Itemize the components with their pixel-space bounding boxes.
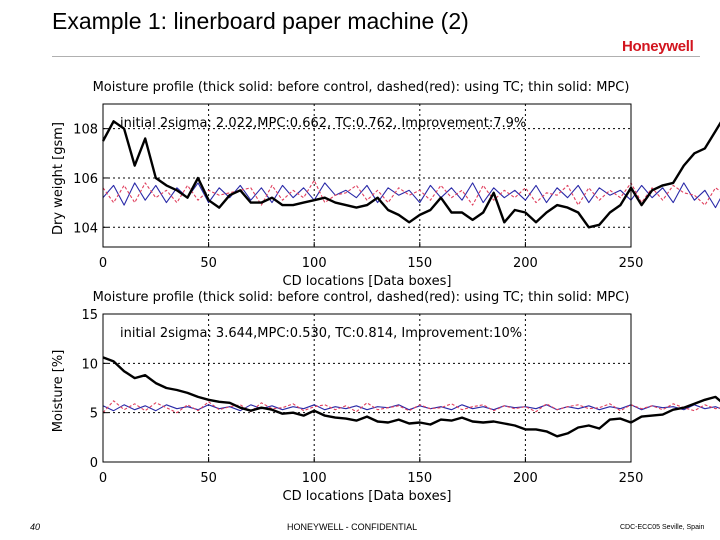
chart-moisture: Moisture profile (thick solid: before co… — [51, 290, 720, 504]
chart-0-series-tc-line — [102, 179, 720, 206]
chart-1-plot-frame — [102, 313, 632, 463]
chart-dry-weight: Moisture profile (thick solid: before co… — [51, 80, 720, 289]
honeywell-logo: Honeywell — [622, 38, 694, 55]
confidential-label: HONEYWELL - CONFIDENTIAL — [287, 522, 418, 532]
chart-1-x-tick-label: 0 — [99, 471, 107, 486]
chart-0-x-tick-label: 200 — [513, 256, 538, 271]
chart-0-y-tick-label: 108 — [73, 123, 98, 138]
chart-1-y-tick-label: 5 — [90, 407, 98, 422]
page-number: 40 — [30, 522, 41, 532]
chart-1-y-tick-label: 10 — [81, 357, 98, 372]
chart-0-y-tick-label: 106 — [73, 172, 98, 187]
chart-1-x-tick-label: 100 — [302, 471, 327, 486]
chart-1-y-tick-label: 15 — [81, 308, 98, 323]
chart-1-x-tick-label: 50 — [200, 471, 217, 486]
chart-1-title: Moisture profile (thick solid: before co… — [93, 290, 630, 305]
slide-title: Example 1: linerboard paper machine (2) — [52, 8, 469, 34]
chart-1-x-tick-label: 200 — [513, 471, 538, 486]
event-label: CDC-ECC05 Seville, Spain — [620, 524, 705, 531]
chart-1-annotation: initial 2sigma: 3.644,MPC:0.530, TC:0.81… — [120, 326, 522, 341]
chart-0-title: Moisture profile (thick solid: before co… — [93, 80, 630, 95]
chart-1-series-tc-line — [102, 400, 720, 414]
chart-1-x-tick-label: 150 — [407, 471, 432, 486]
chart-1-series-before-line — [102, 356, 720, 438]
chart-0-x-tick-label: 250 — [619, 256, 644, 271]
chart-1-y-axis-label: Moisture [%] — [51, 350, 66, 433]
chart-0-x-tick-label: 100 — [302, 256, 327, 271]
title-rule — [52, 56, 700, 57]
chart-0-y-tick-label: 104 — [73, 221, 98, 236]
chart-0-x-tick-label: 0 — [99, 256, 107, 271]
chart-0-x-axis-label: CD locations [Data boxes] — [283, 274, 452, 289]
chart-0-x-tick-label: 50 — [200, 256, 217, 271]
chart-1-x-axis-label: CD locations [Data boxes] — [283, 489, 452, 504]
chart-0-annotation: initial 2sigma: 2.022,MPC:0.662, TC:0.76… — [120, 116, 526, 131]
figure: Moisture profile (thick solid: before co… — [51, 80, 720, 504]
chart-1-y-tick-label: 0 — [90, 456, 98, 471]
chart-1-x-tick-label: 250 — [619, 471, 644, 486]
chart-0-x-tick-label: 150 — [407, 256, 432, 271]
chart-0-y-axis-label: Dry weight [gsm] — [51, 122, 66, 235]
chart-0-plot-frame — [102, 103, 632, 248]
